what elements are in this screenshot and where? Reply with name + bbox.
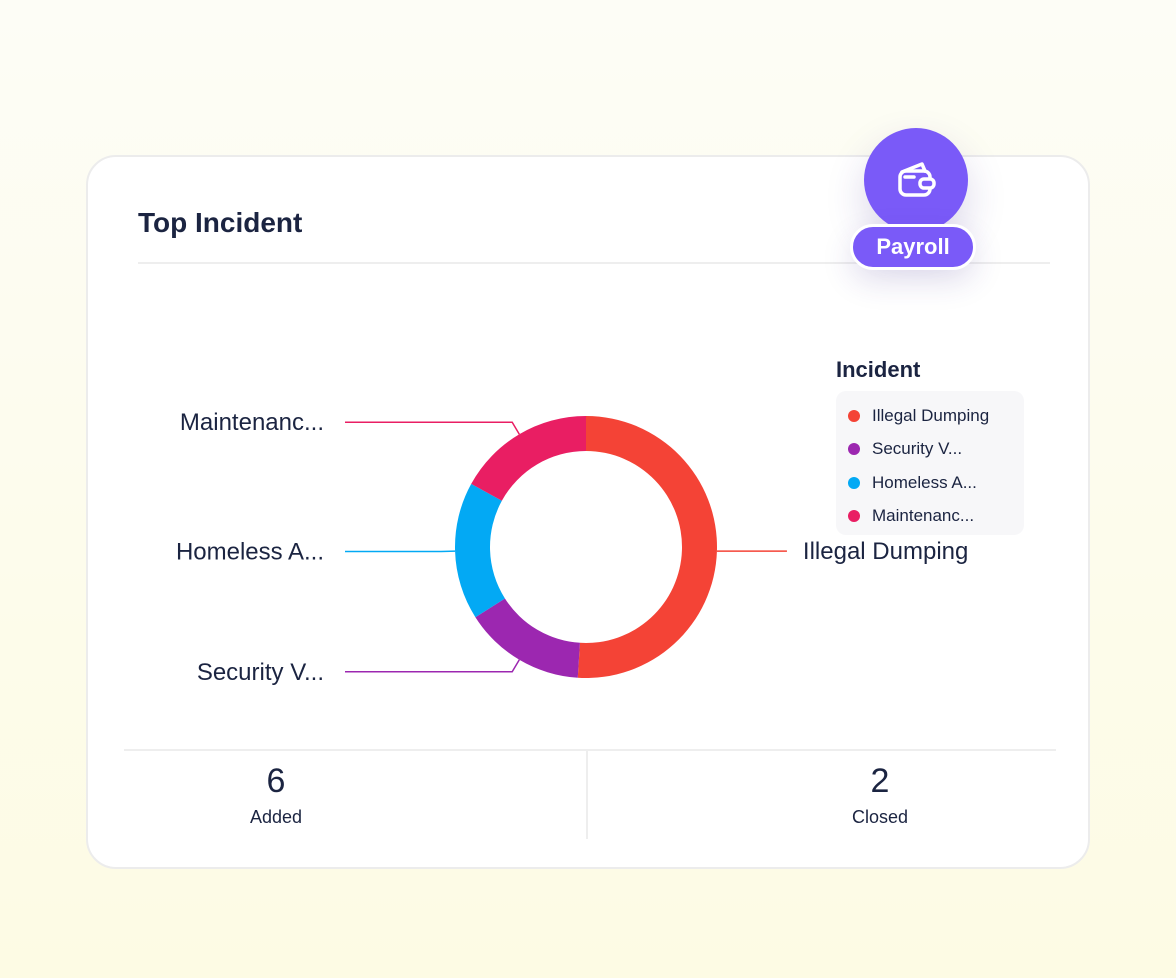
- leader-line-1: [345, 659, 520, 673]
- legend: Illegal Dumping Security V... Homeless A…: [836, 391, 1024, 535]
- added-count: 6: [266, 762, 286, 800]
- legend-item-illegal-dumping[interactable]: Illegal Dumping: [836, 399, 1024, 433]
- donut-slice-2[interactable]: [454, 483, 505, 618]
- legend-label: Homeless A...: [872, 472, 977, 492]
- legend-dot: [848, 409, 860, 422]
- incident-card: Top Incident Illegal Dumping Security V..…: [86, 155, 1090, 869]
- legend-item-security[interactable]: Security V...: [836, 433, 1024, 467]
- legend-dot: [848, 443, 860, 456]
- legend-title: Incident: [836, 357, 921, 382]
- leader-lines: Illegal Dumping Security V... Homeless A..…: [176, 409, 968, 686]
- closed-label: Closed: [851, 807, 909, 827]
- donut-slice-0[interactable]: [577, 416, 718, 678]
- legend-dot: [848, 510, 860, 523]
- donut-slice-1[interactable]: [475, 598, 580, 678]
- footer-divider: [124, 749, 1056, 751]
- slice-label-3: Maintenanc...: [180, 409, 324, 436]
- leader-line-3: [345, 421, 520, 435]
- payroll-badge[interactable]: Payroll: [850, 128, 980, 278]
- legend-label: Security V...: [872, 439, 963, 459]
- payroll-icon-circle: [864, 128, 968, 232]
- added-label: Added: [249, 807, 303, 827]
- legend-label: Maintenanc...: [872, 506, 975, 526]
- legend-label: Illegal Dumping: [872, 405, 990, 425]
- stat-added: 6 Added: [86, 761, 466, 828]
- footer-separator: [586, 751, 588, 839]
- slice-label-0: Illegal Dumping: [803, 538, 968, 565]
- legend-item-maintenance[interactable]: Maintenanc...: [836, 500, 1024, 534]
- legend-dot: [848, 476, 860, 489]
- slice-label-1: Security V...: [197, 659, 324, 686]
- slice-label-2: Homeless A...: [176, 539, 324, 566]
- legend-item-homeless[interactable]: Homeless A...: [836, 466, 1024, 500]
- card-title: Top Incident: [138, 207, 303, 238]
- wallet-icon: [898, 162, 936, 197]
- donut-chart: Illegal Dumping Security V... Homeless A..…: [176, 409, 968, 686]
- donut-slice-3[interactable]: [471, 416, 586, 501]
- title-divider: [138, 262, 1050, 264]
- stat-closed: 2 Closed: [690, 761, 1070, 828]
- payroll-label: Payroll: [850, 224, 976, 270]
- donut-slices: [454, 416, 718, 678]
- closed-count: 2: [870, 762, 890, 800]
